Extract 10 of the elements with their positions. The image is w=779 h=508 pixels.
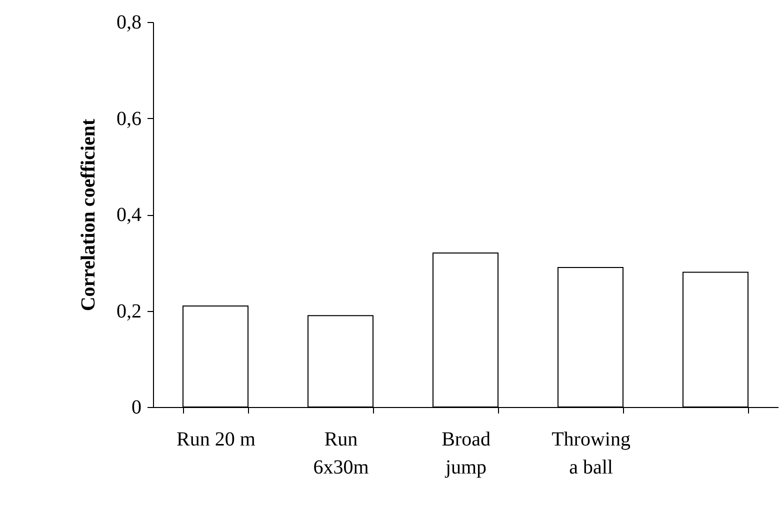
x-tick-label: Throwing a ball xyxy=(552,428,630,478)
x-tick-label: Run 20 m xyxy=(176,428,256,450)
y-tick-label: 0,4 xyxy=(116,204,142,226)
x-tick-label: Run 6x30m xyxy=(313,428,370,478)
y-tick-label: 0,6 xyxy=(116,108,142,130)
y-tick-label: 0,2 xyxy=(116,300,142,322)
y-tick-label: 0 xyxy=(132,396,142,418)
y-axis-title: Correlation coefficient xyxy=(78,118,100,312)
y-tick-label: 0,8 xyxy=(116,12,142,34)
x-tick-label: Broad jump xyxy=(442,428,490,478)
